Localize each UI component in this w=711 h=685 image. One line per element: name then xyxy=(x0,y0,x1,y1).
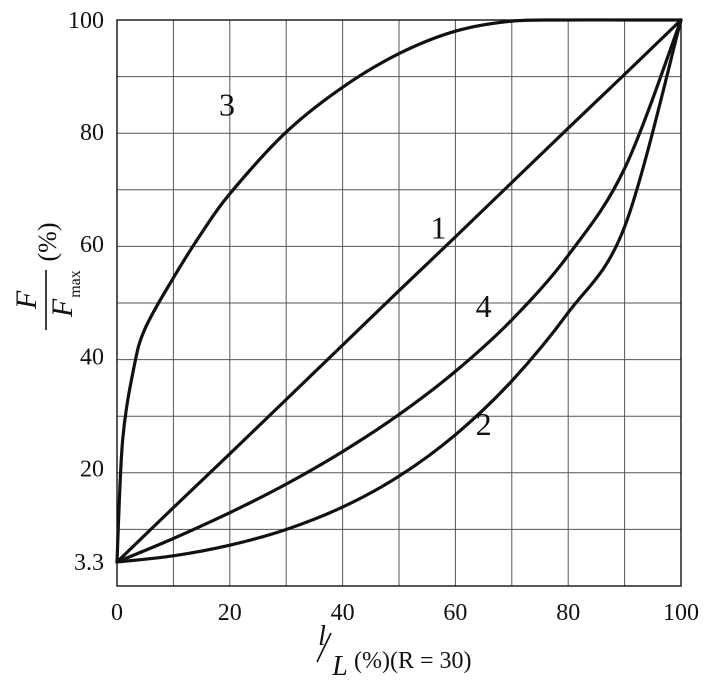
x-axis-label: l L (%)(R = 30) xyxy=(316,621,472,682)
y-axis-label: F F max (%) xyxy=(10,223,84,330)
y-label-denominator-main: F xyxy=(46,298,79,318)
x-label-denominator: L xyxy=(331,651,348,682)
grid xyxy=(117,20,681,586)
x-label-suffix: (%)(R = 30) xyxy=(354,648,472,674)
curve-label-1: 1 xyxy=(430,210,446,246)
curve-label-2: 2 xyxy=(476,406,492,442)
y-tick-label: 40 xyxy=(80,344,104,370)
x-tick-label: 60 xyxy=(443,600,467,626)
y-label-suffix: (%) xyxy=(33,223,62,262)
x-tick-labels: 0 20 40 60 80 100 xyxy=(111,600,699,626)
x-label-numerator: l xyxy=(318,621,326,652)
x-tick-label: 20 xyxy=(218,600,242,626)
series-line-4 xyxy=(115,18,683,564)
y-tick-label: 80 xyxy=(80,120,104,146)
plot-frame xyxy=(116,19,682,587)
x-tick-label: 40 xyxy=(331,600,355,626)
curve-labels: 1 2 3 4 xyxy=(219,86,492,441)
y-tick-label: 100 xyxy=(68,8,104,34)
y-tick-labels: 3.3 20 40 60 80 100 xyxy=(68,8,104,576)
x-tick-label: 0 xyxy=(111,600,123,626)
series-line-2 xyxy=(115,18,683,564)
curves xyxy=(115,18,683,564)
x-tick-label: 100 xyxy=(663,600,699,626)
y-tick-label: 20 xyxy=(80,456,104,482)
x-label-fraction-slash xyxy=(316,632,332,663)
curve-label-3: 3 xyxy=(219,86,235,122)
series-line-1 xyxy=(115,18,683,564)
y-tick-label: 3.3 xyxy=(74,550,104,576)
curve-label-4: 4 xyxy=(476,288,492,324)
x-tick-label: 80 xyxy=(556,600,580,626)
y-label-numerator: F xyxy=(10,290,43,310)
series-line-3 xyxy=(115,18,683,564)
y-tick-label: 60 xyxy=(80,232,104,258)
y-label-denominator-subscript: max xyxy=(67,270,84,298)
y-label-denominator: F xyxy=(46,298,79,318)
